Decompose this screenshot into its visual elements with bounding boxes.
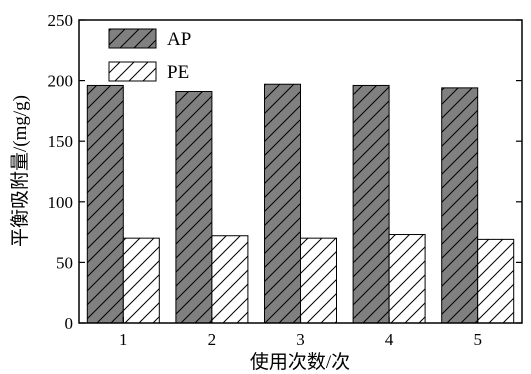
legend-swatch-ap <box>108 28 157 49</box>
y-tick-label: 100 <box>48 193 74 212</box>
plot-frame <box>78 19 523 324</box>
bar-pe-1 <box>122 237 160 324</box>
x-tick-label: 2 <box>208 330 217 349</box>
bar-pe-5 <box>477 238 515 324</box>
bar-ap-5 <box>441 87 479 324</box>
x-axis: 1 2 3 4 5 <box>119 317 482 349</box>
bar-ap-3 <box>264 83 301 324</box>
y-tick-label: 250 <box>48 11 74 30</box>
y-tick-label: 0 <box>65 314 74 333</box>
y-axis: 0 50 100 150 200 250 <box>48 11 522 333</box>
y-tick-label: 200 <box>48 72 74 91</box>
legend-label-pe: PE <box>167 62 189 83</box>
x-tick-label: 3 <box>296 330 305 349</box>
bar-pe-4 <box>388 234 426 324</box>
legend-swatch-pe <box>108 61 157 82</box>
bars-group <box>86 83 515 324</box>
y-axis-title: 平衡吸附量/(mg/g) <box>9 95 31 247</box>
bar-pe-2 <box>211 235 249 324</box>
y-tick-label: 50 <box>56 253 73 272</box>
legend-label-ap: AP <box>167 29 191 50</box>
x-axis-title: 使用次数/次 <box>250 351 350 373</box>
x-tick-label: 4 <box>385 330 394 349</box>
bar-ap-1 <box>86 84 124 324</box>
y-tick-label: 150 <box>48 132 74 151</box>
x-tick-label: 1 <box>119 330 128 349</box>
bar-pe-3 <box>300 237 337 324</box>
bar-ap-4 <box>352 84 390 324</box>
x-tick-label: 5 <box>473 330 482 349</box>
legend: AP PE <box>108 28 191 83</box>
bar-ap-2 <box>175 91 213 324</box>
